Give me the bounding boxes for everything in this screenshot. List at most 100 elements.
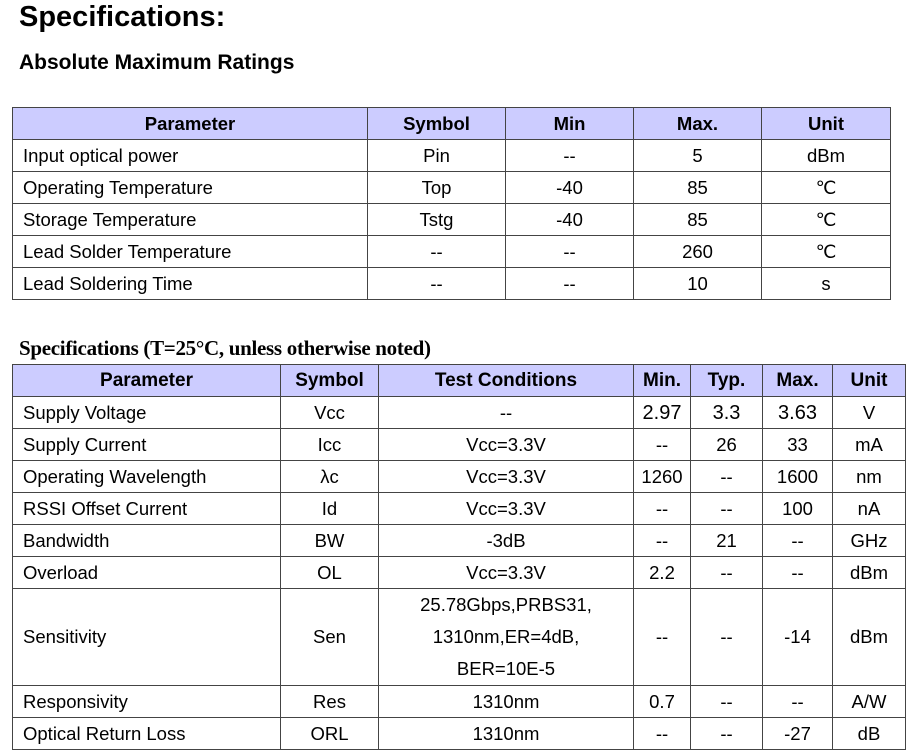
- table-cell: Lead Solder Temperature: [12, 235, 368, 268]
- column-header: Unit: [832, 364, 906, 397]
- table-row: Operating Wavelength λc Vcc=3.3V 1260 -- 1600…: [12, 460, 906, 493]
- table-cell: Icc: [280, 428, 379, 461]
- page-title: Specifications:: [19, 1, 226, 33]
- table-cell: 1310nm: [378, 685, 634, 718]
- table-cell: ORL: [280, 717, 379, 750]
- table-cell: --: [762, 524, 833, 557]
- table-cell: 21: [690, 524, 763, 557]
- table-cell: --: [505, 235, 634, 268]
- table-cell: dBm: [832, 588, 906, 686]
- column-header: Typ.: [690, 364, 763, 397]
- table-row: Lead Solder Temperature -- -- 260 ℃: [12, 235, 891, 268]
- table-cell: ℃: [761, 235, 891, 268]
- table-cell: nm: [832, 460, 906, 493]
- table-cell: λc: [280, 460, 379, 493]
- table-cell: --: [505, 267, 634, 300]
- table-cell: Sensitivity: [12, 588, 281, 686]
- table-cell: dBm: [761, 139, 891, 172]
- table-cell: --: [690, 492, 763, 525]
- table-cell: 25.78Gbps,PRBS31, 1310nm,ER=4dB, BER=10E-5: [378, 588, 634, 686]
- table-row: Supply Current Icc Vcc=3.3V -- 26 33 mA: [12, 428, 906, 461]
- table-cell: Operating Wavelength: [12, 460, 281, 493]
- column-header: Parameter: [12, 364, 281, 397]
- table-cell: -27: [762, 717, 833, 750]
- table-cell: dB: [832, 717, 906, 750]
- table-cell: --: [690, 685, 763, 718]
- table-cell: Vcc=3.3V: [378, 556, 634, 589]
- table-cell: nA: [832, 492, 906, 525]
- table-cell: Sen: [280, 588, 379, 686]
- column-header: Test Conditions: [378, 364, 634, 397]
- specs-table: Parameter Symbol Test Conditions Min. Typ. Ma…: [12, 364, 906, 750]
- table-cell: Supply Current: [12, 428, 281, 461]
- table-cell: --: [633, 492, 691, 525]
- table-cell: Tstg: [367, 203, 506, 236]
- table-cell: Res: [280, 685, 379, 718]
- table-cell: 1600: [762, 460, 833, 493]
- table-cell: --: [690, 556, 763, 589]
- table-cell: --: [762, 556, 833, 589]
- table-cell: --: [633, 428, 691, 461]
- table-cell: Storage Temperature: [12, 203, 368, 236]
- table-cell: --: [633, 588, 691, 686]
- table-cell: --: [690, 460, 763, 493]
- table-cell: Vcc=3.3V: [378, 460, 634, 493]
- table-cell: 26: [690, 428, 763, 461]
- table-cell: 2.2: [633, 556, 691, 589]
- abs-max-heading: Absolute Maximum Ratings: [19, 51, 295, 74]
- column-header: Symbol: [367, 107, 506, 140]
- table-cell: -14: [762, 588, 833, 686]
- table-cell: 2.97: [633, 396, 691, 429]
- table-cell: --: [633, 524, 691, 557]
- table-cell: --: [762, 685, 833, 718]
- table-cell: V: [832, 396, 906, 429]
- table-cell: --: [690, 588, 763, 686]
- table-cell: Operating Temperature: [12, 171, 368, 204]
- table-cell: GHz: [832, 524, 906, 557]
- column-header: Min: [505, 107, 634, 140]
- table-cell: OL: [280, 556, 379, 589]
- table-cell: Top: [367, 171, 506, 204]
- column-header: Symbol: [280, 364, 379, 397]
- table-row: Overload OL Vcc=3.3V 2.2 -- -- dBm: [12, 556, 906, 589]
- table-cell: ℃: [761, 203, 891, 236]
- table-cell: -40: [505, 203, 634, 236]
- table-cell: BW: [280, 524, 379, 557]
- table-cell: s: [761, 267, 891, 300]
- table-row: Optical Return Loss ORL 1310nm -- -- -27 dB: [12, 717, 906, 750]
- table-cell: Supply Voltage: [12, 396, 281, 429]
- table-row: Responsivity Res 1310nm 0.7 -- -- A/W: [12, 685, 906, 718]
- table-cell: Responsivity: [12, 685, 281, 718]
- table-cell: 85: [633, 203, 762, 236]
- table-cell: --: [378, 396, 634, 429]
- table-cell: A/W: [832, 685, 906, 718]
- table-cell-line: BER=10E-5: [456, 658, 556, 679]
- table-cell: Id: [280, 492, 379, 525]
- table-cell: 260: [633, 235, 762, 268]
- table-cell: --: [633, 717, 691, 750]
- table-cell: --: [367, 267, 506, 300]
- table-cell: mA: [832, 428, 906, 461]
- table-cell: 3.63: [762, 396, 833, 429]
- table-cell: Vcc: [280, 396, 379, 429]
- table-cell: 33: [762, 428, 833, 461]
- specs-heading: Specifications (T=25°C, unless otherwise…: [19, 336, 431, 360]
- table-cell: --: [690, 717, 763, 750]
- table-row: Input optical power Pin -- 5 dBm: [12, 139, 891, 172]
- table-cell: Optical Return Loss: [12, 717, 281, 750]
- table-cell: Input optical power: [12, 139, 368, 172]
- table-row: Sensitivity Sen 25.78Gbps,PRBS31, 1310nm,ER…: [12, 588, 906, 686]
- table-cell: RSSI Offset Current: [12, 492, 281, 525]
- column-header: Max.: [762, 364, 833, 397]
- table-cell: 100: [762, 492, 833, 525]
- table-cell: --: [367, 235, 506, 268]
- table-cell: Vcc=3.3V: [378, 428, 634, 461]
- table-row: Storage Temperature Tstg -40 85 ℃: [12, 203, 891, 236]
- table-cell: 3.3: [690, 396, 763, 429]
- table-cell: 1310nm: [378, 717, 634, 750]
- table-cell: -40: [505, 171, 634, 204]
- table-cell: dBm: [832, 556, 906, 589]
- table-cell-line: 1310nm,ER=4dB,: [432, 626, 580, 647]
- table-cell: 85: [633, 171, 762, 204]
- table-cell: 1260: [633, 460, 691, 493]
